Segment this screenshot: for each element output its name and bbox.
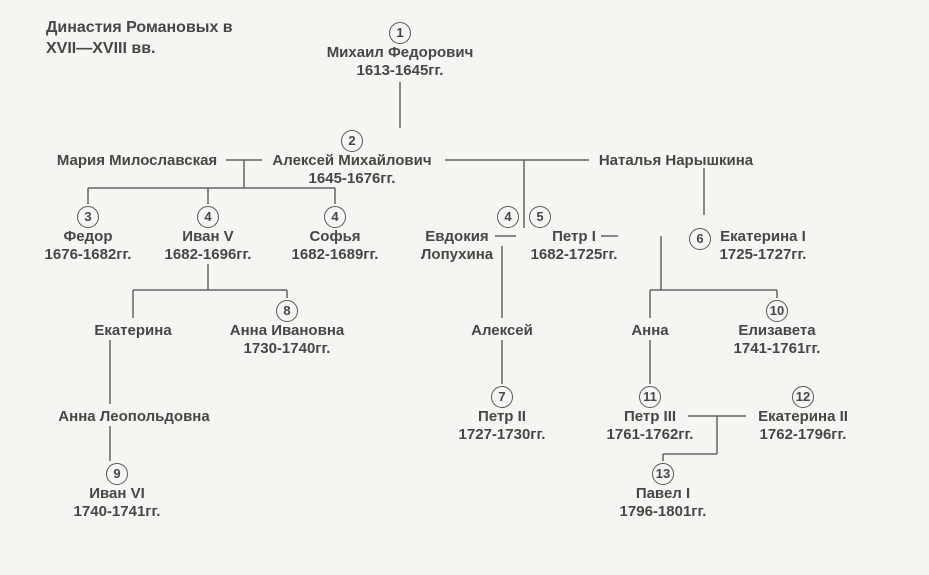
badge-13: 13	[652, 463, 674, 485]
badge-10: 10	[766, 300, 788, 322]
node-name: Павел I	[620, 485, 707, 503]
node-years: 1682-1696гг.	[165, 246, 252, 264]
badge-11: 11	[639, 386, 661, 408]
badge-7: 7	[491, 386, 513, 408]
badge-2: 2	[341, 130, 363, 152]
node-years: 1682-1725гг.	[531, 246, 618, 264]
node-name: Петр I	[531, 228, 618, 246]
badge-5: 5	[529, 206, 551, 228]
node-years: 1682-1689гг.	[292, 246, 379, 264]
node-name: Алексей	[471, 322, 533, 340]
badge-12: 12	[792, 386, 814, 408]
title-line1: Династия Романовых в	[46, 18, 233, 39]
node-name: Федор	[45, 228, 132, 246]
node-name: Алексей Михайлович	[272, 152, 431, 170]
node-anna_d: Анна	[631, 322, 668, 340]
node-ekat_d: Екатерина	[94, 322, 171, 340]
node-name: Софья	[292, 228, 379, 246]
badge-1: 1	[389, 22, 411, 44]
node-years: 1740-1741гг.	[74, 503, 161, 521]
badge-4: 4	[324, 206, 346, 228]
badge-6: 6	[689, 228, 711, 250]
node-name: Петр III	[607, 408, 694, 426]
node-petr1: Петр I1682-1725гг.	[531, 228, 618, 264]
badge-4: 4	[197, 206, 219, 228]
node-name: Анна Леопольдовна	[58, 408, 209, 426]
node-alexei_s: Алексей	[471, 322, 533, 340]
node-years: 1676-1682гг.	[45, 246, 132, 264]
badge-9: 9	[106, 463, 128, 485]
title-line2: XVII—XVIII вв.	[46, 39, 233, 60]
node-ekat2: Екатерина II1762-1796гг.	[758, 408, 848, 444]
node-name: Михаил Федорович	[327, 44, 474, 62]
node-years: Лопухина	[421, 246, 493, 264]
badge-8: 8	[276, 300, 298, 322]
node-ekat1: Екатерина I1725-1727гг.	[720, 228, 807, 264]
node-mikhail: Михаил Федорович1613-1645гг.	[327, 44, 474, 80]
node-years: 1761-1762гг.	[607, 426, 694, 444]
node-name: Екатерина I	[720, 228, 807, 246]
node-eliz: Елизавета1741-1761гг.	[734, 322, 821, 358]
node-years: 1645-1676гг.	[272, 170, 431, 188]
node-years: 1730-1740гг.	[230, 340, 344, 358]
node-pavel: Павел I1796-1801гг.	[620, 485, 707, 521]
badge-3: 3	[77, 206, 99, 228]
node-name: Мария Милославская	[57, 152, 217, 170]
node-sofya: Софья1682-1689гг.	[292, 228, 379, 264]
node-fedor: Федор1676-1682гг.	[45, 228, 132, 264]
node-alexei_m: Алексей Михайлович1645-1676гг.	[272, 152, 431, 188]
node-years: 1741-1761гг.	[734, 340, 821, 358]
node-name: Елизавета	[734, 322, 821, 340]
node-name: Иван V	[165, 228, 252, 246]
node-ivan6: Иван VI1740-1741гг.	[74, 485, 161, 521]
node-name: Иван VI	[74, 485, 161, 503]
diagram-title: Династия Романовых в XVII—XVIII вв.	[46, 18, 233, 60]
node-maria: Мария Милославская	[57, 152, 217, 170]
node-petr2: Петр II1727-1730гг.	[459, 408, 546, 444]
node-name: Анна Ивановна	[230, 322, 344, 340]
node-natalya: Наталья Нарышкина	[599, 152, 753, 170]
badge-4: 4	[497, 206, 519, 228]
node-name: Екатерина II	[758, 408, 848, 426]
node-ivan5: Иван V1682-1696гг.	[165, 228, 252, 264]
node-evdokia: ЕвдокияЛопухина	[421, 228, 493, 264]
node-name: Наталья Нарышкина	[599, 152, 753, 170]
node-years: 1727-1730гг.	[459, 426, 546, 444]
node-years: 1613-1645гг.	[327, 62, 474, 80]
node-petr3: Петр III1761-1762гг.	[607, 408, 694, 444]
node-name: Евдокия	[421, 228, 493, 246]
node-name: Анна	[631, 322, 668, 340]
node-anna_iv: Анна Ивановна1730-1740гг.	[230, 322, 344, 358]
node-anna_leo: Анна Леопольдовна	[58, 408, 209, 426]
node-years: 1762-1796гг.	[758, 426, 848, 444]
node-name: Петр II	[459, 408, 546, 426]
node-years: 1725-1727гг.	[720, 246, 807, 264]
node-years: 1796-1801гг.	[620, 503, 707, 521]
node-name: Екатерина	[94, 322, 171, 340]
